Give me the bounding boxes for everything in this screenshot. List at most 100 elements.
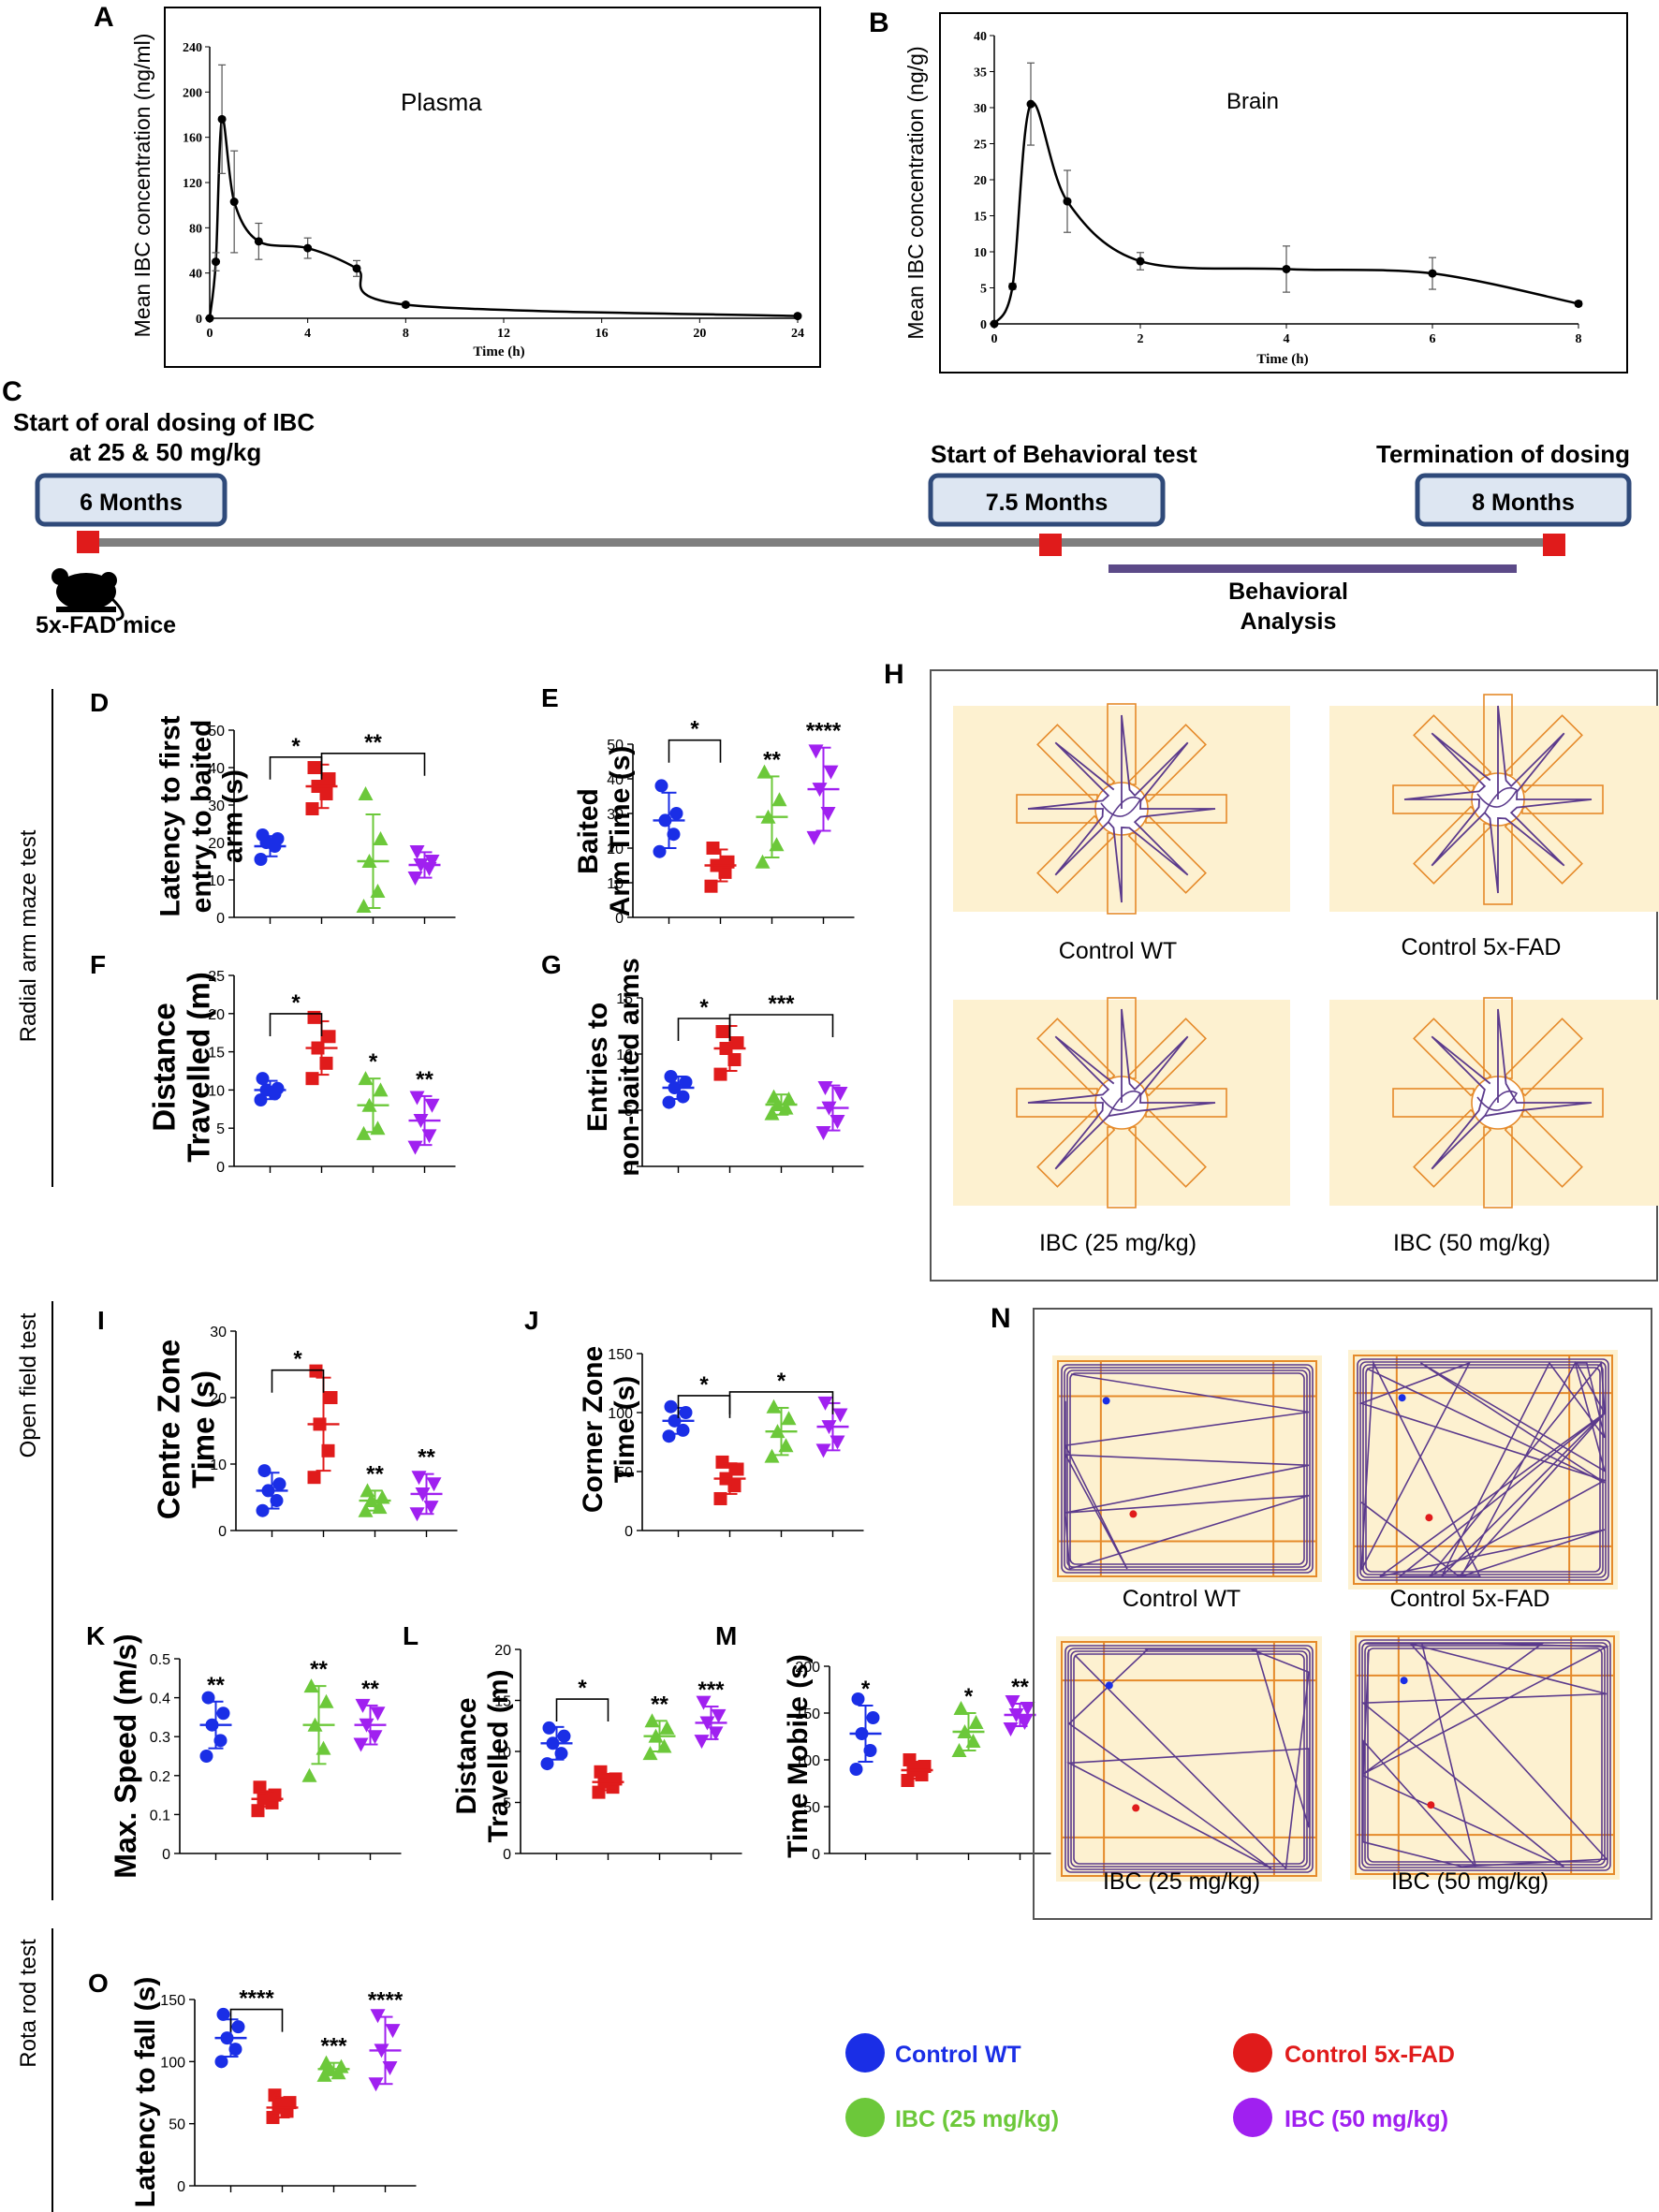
significance-label: **** — [239, 1986, 274, 2012]
panel-letter-o: O — [88, 1969, 109, 1998]
timeline-marker-mid — [1039, 534, 1062, 556]
radial-arm-maze-2 — [953, 997, 1290, 1209]
significance-label: ** — [310, 1657, 328, 1682]
plasma-series-line — [208, 117, 799, 319]
data-point — [901, 1774, 915, 1787]
data-point — [256, 828, 270, 842]
plasma-data-point — [205, 314, 214, 323]
plasma-data-point — [254, 237, 263, 246]
significance-bracket — [320, 753, 426, 776]
radial-arm-maze-3 — [1329, 997, 1659, 1209]
data-point — [968, 1715, 984, 1729]
significance-label: ** — [763, 747, 781, 772]
brain-y-tick-label: 30 — [974, 102, 987, 116]
significance-label: ** — [1011, 1675, 1029, 1700]
series-label-plasma: Plasma — [401, 88, 482, 116]
open-field-arena-3 — [1350, 1631, 1620, 1880]
arena-background — [1052, 1355, 1322, 1582]
data-point — [333, 2058, 349, 2073]
data-point — [557, 1729, 571, 1743]
pk-plot-plasma: 0 40 80 120 160 200 240 0 4 8 12 16 20 24 — [183, 41, 804, 341]
timeline-marker-start — [77, 531, 99, 553]
section-label-radial: Radial arm maze test — [16, 829, 41, 1042]
data-point — [214, 2055, 228, 2069]
y-tick-label: 150 — [160, 1993, 185, 2009]
data-point — [951, 1743, 967, 1757]
y-tick-label: 0.2 — [150, 1769, 170, 1785]
data-point — [815, 1126, 831, 1140]
plasma-y-tick-label: 160 — [183, 132, 202, 146]
arena-border — [1057, 1360, 1317, 1577]
panel-letter-m: M — [715, 1621, 737, 1650]
animal-track-perimeter — [1361, 1642, 1608, 1868]
data-point — [594, 1765, 608, 1779]
y-tick-label: 40 — [208, 761, 225, 777]
legend-label-ibc25: IBC (25 mg/kg) — [895, 2106, 1059, 2132]
brain-data-point — [1008, 282, 1017, 291]
data-point — [370, 1707, 386, 1721]
timeline-box-7-5m-label: 7.5 Months — [986, 490, 1108, 516]
data-point — [324, 1391, 338, 1404]
significance-label: ** — [418, 1445, 435, 1471]
y-tick-label: 30 — [607, 807, 624, 823]
timeline-box-8m — [1415, 473, 1632, 527]
data-point — [199, 1750, 213, 1763]
data-point — [766, 1089, 782, 1104]
y-axis-title: Travelled (m) — [181, 972, 215, 1163]
data-point — [272, 1477, 286, 1491]
data-point — [764, 1448, 780, 1463]
significance-label: * — [777, 1369, 786, 1394]
y-axis-title: Entries to — [582, 1003, 613, 1132]
y-axis-title: Baited — [573, 788, 604, 874]
brain-data-point — [1063, 197, 1072, 206]
data-point — [216, 2007, 230, 2021]
y-tick-label: 10 — [616, 1047, 633, 1063]
legend-label-fad: Control 5x-FAD — [1285, 2042, 1455, 2068]
plasma-data-point — [212, 257, 221, 267]
x-axis-title-b: Time (h) — [1256, 352, 1308, 367]
plasma-data-point — [793, 312, 802, 321]
y-axis-title: Time (s) — [185, 1370, 220, 1488]
data-point — [542, 1721, 556, 1735]
significance-label: * — [699, 1372, 709, 1398]
y-axis-title: Distance — [147, 1003, 182, 1132]
brain-y-tick-label: 35 — [974, 66, 987, 81]
significance-label: ** — [207, 1673, 225, 1698]
data-point — [704, 879, 718, 893]
section-label-rota: Rota rod test — [16, 1939, 41, 2068]
behavioral-label-1: Behavioral — [1228, 579, 1348, 605]
significance-label: *** — [768, 991, 795, 1017]
end-marker — [1425, 1514, 1433, 1522]
significance-label: * — [964, 1684, 974, 1709]
data-point — [664, 1399, 678, 1414]
brain-x-tick-label: 4 — [1284, 332, 1290, 346]
data-point — [903, 1753, 917, 1766]
track-label-n-3: IBC (50 mg/kg) — [1391, 1868, 1549, 1895]
timeline-marker-end — [1543, 534, 1565, 556]
animal-track — [1064, 1373, 1310, 1571]
data-point — [256, 1503, 270, 1517]
y-tick-label: 0 — [503, 1847, 511, 1863]
plasma-x-tick-label: 4 — [304, 327, 311, 341]
significance-label: * — [690, 717, 699, 742]
data-point — [407, 1140, 423, 1155]
radial-arm-maze-0 — [953, 703, 1290, 915]
panel-letter-B: B — [869, 7, 889, 38]
brain-y-tick-label: 40 — [974, 30, 987, 44]
significance-label: ** — [366, 1461, 384, 1487]
y-tick-label: 20 — [210, 1391, 227, 1407]
plasma-y-tick-label: 240 — [183, 41, 202, 55]
y-axis-title-a: Mean IBC concentration (ng/ml) — [130, 34, 154, 338]
animal-track-perimeter — [1367, 1648, 1603, 1863]
open-field-tracks: Control WT Control 5x-FAD IBC (25 mg/kg)… — [1033, 1308, 1652, 1920]
plasma-data-point — [401, 300, 410, 309]
y-tick-label: 20 — [494, 1643, 511, 1659]
significance-label: * — [369, 1049, 378, 1075]
panel-letter-C: C — [2, 376, 22, 407]
start-marker — [1102, 1397, 1110, 1405]
